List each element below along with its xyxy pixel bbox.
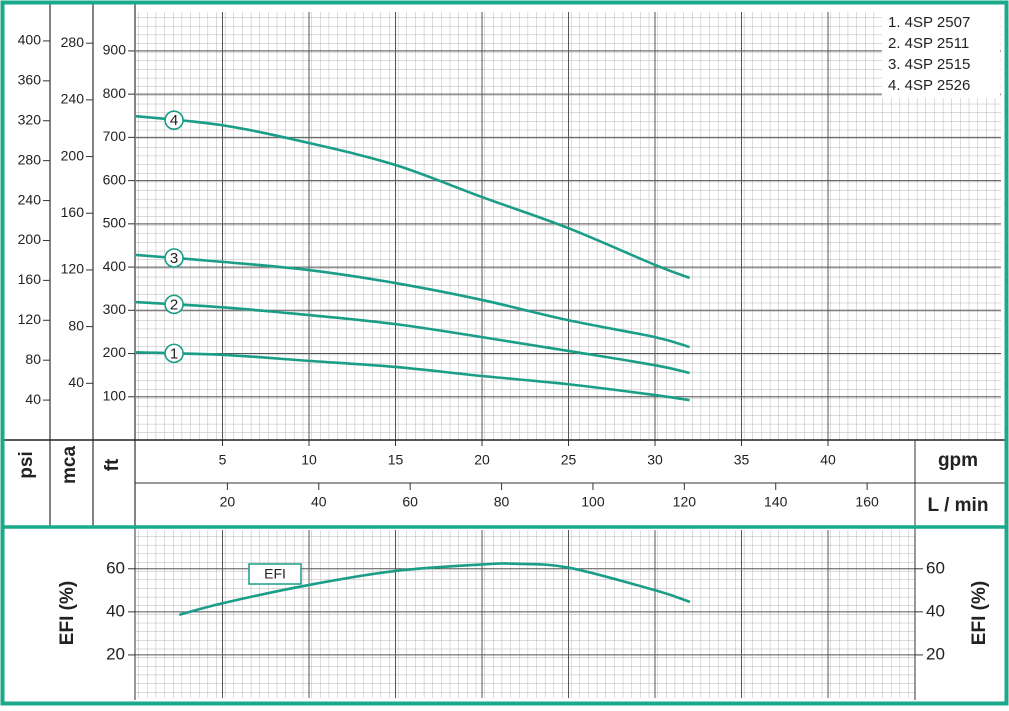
y-tick-label: 600 (103, 171, 127, 187)
y-tick-label: 400 (103, 258, 127, 274)
x-tick-label: 140 (764, 494, 788, 510)
axis-label: EFI (%) (969, 581, 990, 645)
y-tick-label: 300 (103, 301, 127, 317)
curve-label: 3 (170, 250, 178, 267)
x-tick-label: 5 (219, 452, 227, 468)
minor-grid (136, 530, 915, 698)
y-tick-label: 240 (18, 191, 42, 207)
x-tick-label: 100 (581, 494, 605, 510)
y-tick-label: 400 (18, 32, 42, 48)
y-tick-label: 20 (106, 644, 125, 663)
curve (135, 300, 690, 375)
y-tick-label: 60 (926, 558, 945, 577)
legend-entry: 4. 4SP 2526 (888, 77, 970, 94)
y-tick-label: 120 (18, 311, 42, 327)
y-tick-label: 40 (25, 391, 41, 407)
x-tick-label: 160 (855, 494, 879, 510)
y-tick-label: 280 (61, 34, 85, 50)
y-tick-label: 60 (106, 558, 125, 577)
x-tick-label: 15 (388, 452, 404, 468)
x-tick-label: 60 (402, 494, 418, 510)
y-tick-label: 40 (106, 601, 125, 620)
y-tick-label: 20 (926, 644, 945, 663)
y-tick-label: 120 (61, 261, 85, 277)
x-tick-label: 10 (301, 452, 317, 468)
axis-unit: ft (102, 458, 123, 471)
curve (135, 350, 690, 402)
legend-entry: 3. 4SP 2515 (888, 56, 970, 73)
curve-marker (164, 110, 184, 130)
y-tick-label: 160 (61, 204, 85, 220)
curve-marker (164, 294, 184, 315)
axis-unit: psi (16, 451, 37, 478)
y-tick-label: 280 (18, 151, 42, 167)
legend-box (882, 12, 1000, 98)
legend-entry: 2. 4SP 2511 (888, 35, 969, 52)
y-tick-label: 240 (61, 91, 85, 107)
y-tick-label: 40 (926, 601, 945, 620)
y-tick-label: 900 (103, 42, 127, 58)
curve (135, 253, 690, 349)
curve-marker (164, 248, 184, 268)
y-tick-label: 700 (103, 128, 127, 144)
y-tick-label: 500 (103, 215, 127, 231)
x-tick-label: 25 (561, 452, 577, 468)
legend-entry: 1. 4SP 2507 (888, 14, 970, 31)
x-tick-label: 35 (734, 452, 750, 468)
y-tick-label: 40 (68, 374, 84, 390)
x-tick-label: 80 (494, 494, 510, 510)
y-tick-label: 80 (68, 317, 84, 333)
axis-unit: gpm (938, 450, 978, 471)
y-tick-label: 360 (18, 72, 42, 88)
curve-label: 1 (170, 345, 178, 362)
curve (135, 114, 691, 280)
y-tick-label: 200 (18, 231, 42, 247)
series-label: EFI (264, 566, 286, 582)
y-tick-label: 80 (25, 351, 41, 367)
x-tick-label: 20 (220, 494, 236, 510)
axis-unit: mca (59, 446, 80, 484)
y-tick-label: 800 (103, 85, 127, 101)
x-tick-label: 120 (673, 494, 697, 510)
x-tick-label: 40 (820, 452, 836, 468)
y-tick-label: 320 (18, 111, 42, 127)
x-tick-label: 30 (647, 452, 663, 468)
y-tick-label: 200 (103, 344, 127, 360)
y-tick-label: 160 (18, 271, 42, 287)
curve-marker (164, 343, 184, 364)
y-tick-label: 100 (103, 387, 127, 403)
axis-unit: L / min (928, 495, 989, 516)
curve (178, 562, 691, 617)
x-tick-label: 40 (311, 494, 327, 510)
curve-label: 2 (170, 296, 178, 313)
x-tick-label: 20 (474, 452, 490, 468)
series-label-box (248, 563, 302, 585)
curve-label: 4 (170, 112, 178, 129)
axis-label: EFI (%) (57, 581, 78, 645)
y-tick-label: 200 (61, 147, 85, 163)
